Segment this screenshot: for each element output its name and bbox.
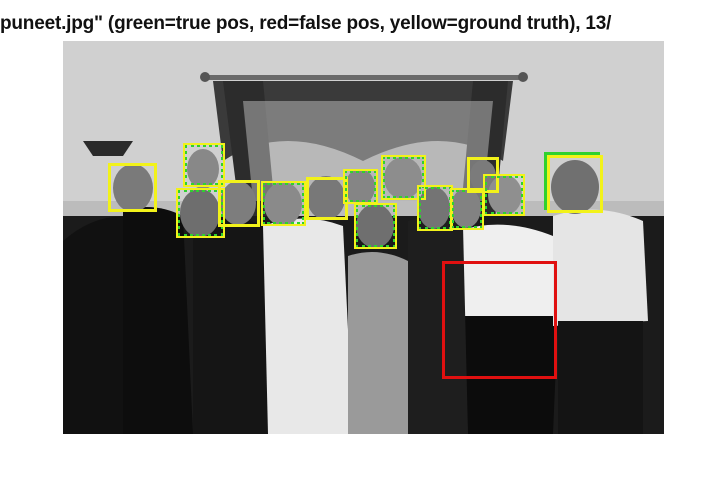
- detection-box: [183, 143, 225, 187]
- detection-box: [343, 169, 378, 204]
- detection-box: [108, 163, 157, 212]
- detection-box: [381, 155, 426, 200]
- detection-box: [261, 181, 306, 226]
- detection-box: [547, 155, 603, 213]
- false-positive-box: [442, 261, 557, 379]
- detection-box: [450, 188, 484, 230]
- detection-box: [417, 185, 453, 231]
- detection-box: [483, 174, 525, 216]
- detection-box: [218, 180, 260, 227]
- detection-box: [176, 188, 225, 238]
- figure-title: puneet.jpg" (green=true pos, red=false p…: [0, 13, 612, 34]
- detection-box: [306, 177, 348, 220]
- detection-box: [354, 203, 397, 249]
- group-photo: [63, 41, 664, 434]
